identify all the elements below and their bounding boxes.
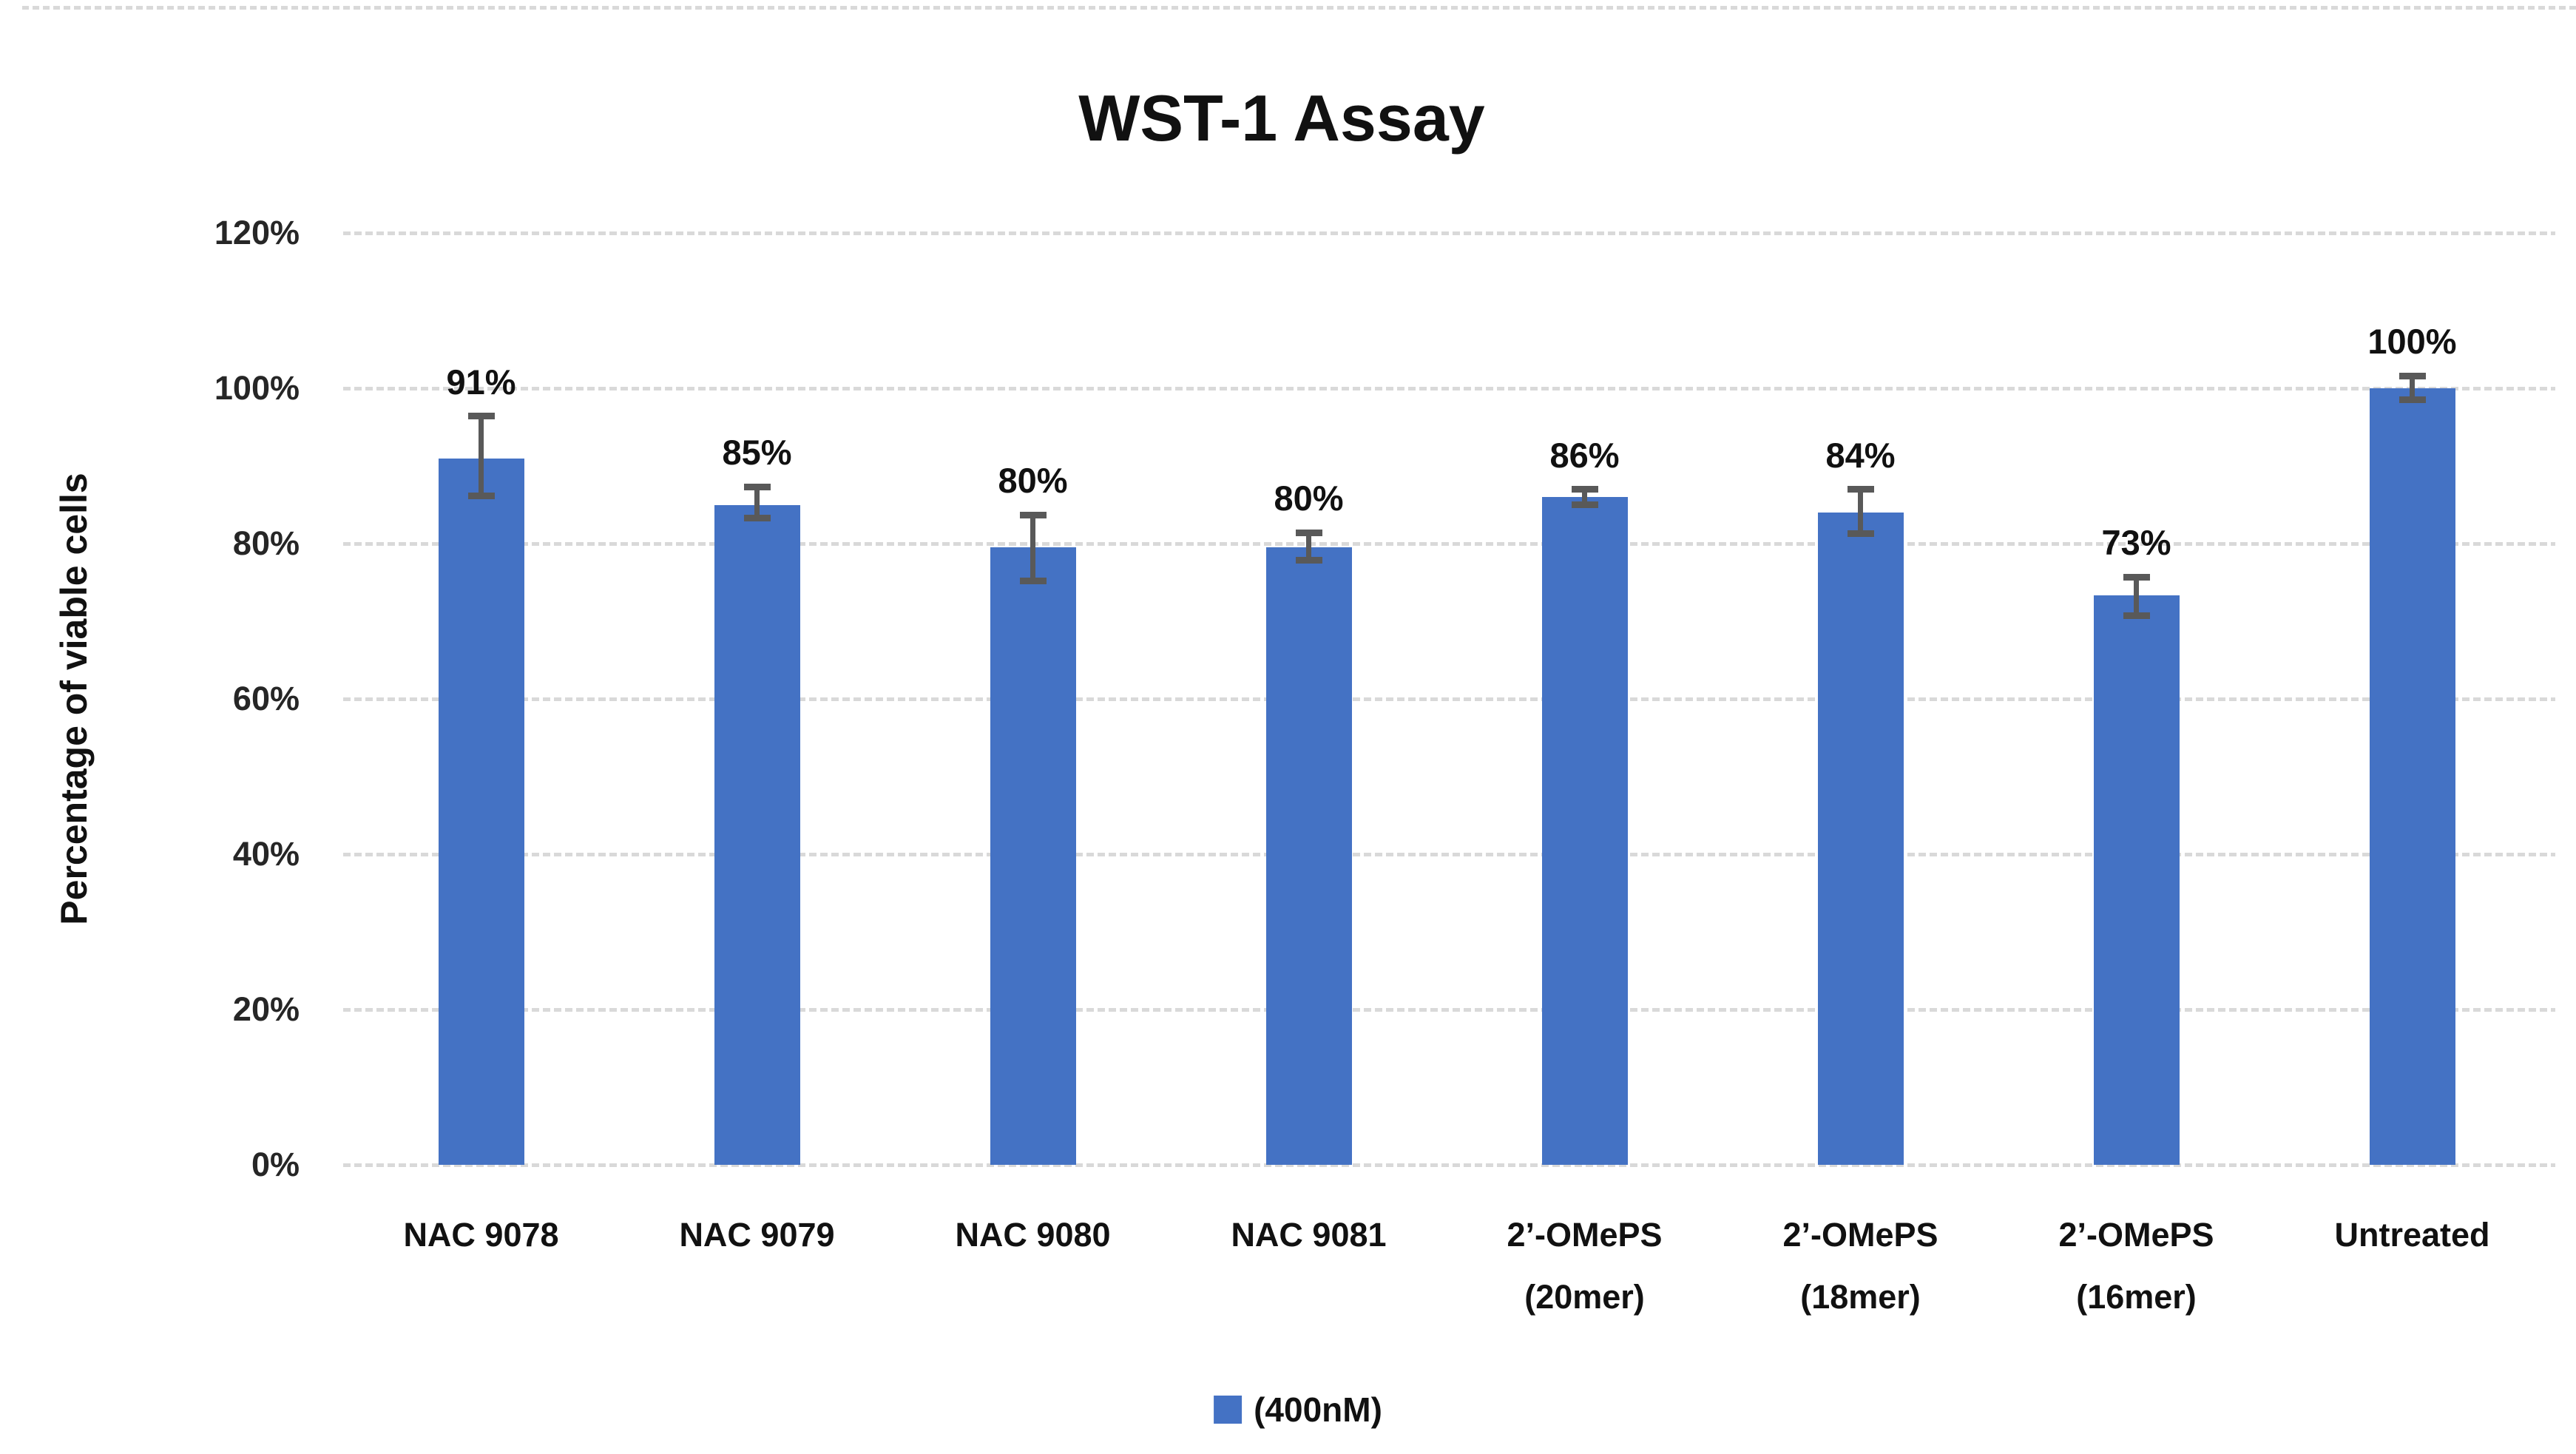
error-bar-cap-top [2398,372,2426,379]
x-axis-label-2’-OMePS (18mer): 2’-OMePS (18mer) [1782,1216,1938,1316]
legend: (400nM) [1214,1390,1382,1430]
error-bar-line [1030,515,1035,581]
legend-series-label: (400nM) [1254,1390,1382,1429]
error-bar-cap-top [467,413,495,420]
error-bar-cap-top [1295,529,1322,536]
legend-series-swatch [1214,1396,1243,1424]
gridline-120 [343,231,2555,235]
error-bar-cap-bottom [1571,501,1598,508]
gridline-60 [343,697,2555,701]
error-bar-line [1306,532,1311,561]
error-bar-cap-bottom [1295,556,1322,564]
data-label-NAC 9078: 91% [446,362,516,402]
x-axis-label-NAC 9081: NAC 9081 [1231,1216,1387,1254]
bar-NAC 9079 [714,504,800,1165]
x-axis-label-NAC 9079: NAC 9079 [679,1216,835,1254]
error-bar-line [479,416,484,496]
error-bar-cap-bottom [467,493,495,500]
error-bar-cap-bottom [743,514,771,521]
data-label-NAC 9081: 80% [1274,479,1344,518]
gridline-20 [343,1008,2555,1012]
bar-Untreated [2369,388,2455,1165]
error-bar-cap-top [1019,511,1047,518]
bar-NAC 9081 [1265,547,1352,1165]
error-bar-line [1582,489,1587,505]
bar-2’-OMePS (16mer) [2093,595,2180,1165]
bar-2’-OMePS (20mer) [1541,497,1628,1165]
error-bar-cap-bottom [2398,396,2426,404]
y-tick-label-40: 40% [232,835,300,873]
data-label-Untreated: 100% [2367,322,2457,362]
error-bar-cap-bottom [2123,612,2150,620]
error-bar-cap-top [1571,486,1598,493]
error-bar-line [1858,489,1863,534]
error-bar-line [754,487,760,518]
error-bar-cap-top [2123,573,2150,581]
y-tick-label-20: 20% [232,990,300,1028]
y-tick-label-80: 80% [232,524,300,562]
x-axis-label-NAC 9078: NAC 9078 [403,1216,559,1254]
error-bar-cap-top [743,483,771,490]
error-bar-cap-top [1847,486,1874,493]
data-label-NAC 9079: 85% [722,433,792,473]
data-label-2’-OMePS (20mer): 86% [1549,435,1620,475]
y-tick-label-60: 60% [232,680,300,717]
error-bar-cap-bottom [1019,577,1047,584]
y-axis-title: Percentage of viable cells [53,473,95,925]
bar-NAC 9080 [990,547,1076,1165]
error-bar-line [2134,577,2139,616]
chart-title: WST-1 Assay [1078,81,1485,155]
bar-NAC 9078 [438,458,524,1165]
error-bar-line [2410,376,2415,400]
y-tick-label-0: 0% [251,1146,300,1183]
data-label-NAC 9080: 80% [998,461,1068,501]
x-axis-label-Untreated: Untreated [2334,1216,2490,1254]
x-axis-label-NAC 9080: NAC 9080 [955,1216,1111,1254]
gridline-40 [343,853,2555,856]
data-label-2’-OMePS (16mer): 73% [2101,523,2171,563]
data-label-2’-OMePS (18mer): 84% [1825,435,1896,475]
gridline-100 [343,387,2555,390]
page-top-border-line [22,6,2576,10]
y-tick-label-100: 100% [214,369,300,407]
bar-2’-OMePS (18mer) [1817,513,1904,1165]
x-axis-label-2’-OMePS (16mer): 2’-OMePS (16mer) [2058,1216,2214,1316]
error-bar-cap-bottom [1847,530,1874,537]
gridline-80 [343,542,2555,546]
x-axis-label-2’-OMePS (20mer): 2’-OMePS (20mer) [1507,1216,1663,1316]
y-tick-label-120: 120% [214,214,300,251]
gridline-0 [343,1163,2555,1167]
